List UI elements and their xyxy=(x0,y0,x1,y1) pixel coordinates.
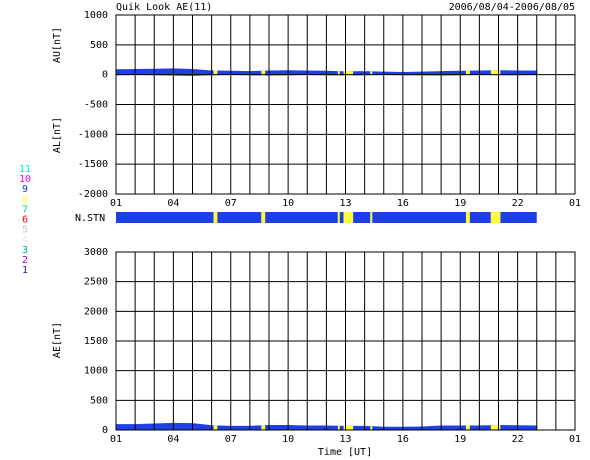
station-segment xyxy=(213,212,218,223)
x-tick-label: 07 xyxy=(225,434,237,445)
station-segment xyxy=(500,212,537,223)
station-segment xyxy=(465,212,470,223)
y-tick-label: 0 xyxy=(102,425,108,436)
legend-label: 3 xyxy=(22,245,28,256)
x-tick-label: 13 xyxy=(339,198,351,209)
station-segment xyxy=(490,212,501,223)
x-tick-label: 16 xyxy=(397,434,409,445)
station-overlay xyxy=(370,422,373,430)
x-tick-label: 01 xyxy=(569,198,581,209)
x-tick-label: 22 xyxy=(512,434,524,445)
legend-label: 4 xyxy=(22,235,28,246)
y-tick-label: 1000 xyxy=(84,366,108,377)
station-segment xyxy=(337,212,340,223)
station-overlay xyxy=(343,68,354,76)
station-segment xyxy=(116,212,214,223)
legend-label: 2 xyxy=(22,255,28,266)
station-segment xyxy=(217,212,262,223)
stations-label: N.STN xyxy=(75,213,105,224)
y-tick-label: 3000 xyxy=(84,247,108,258)
y-axis-label: AU[nT] xyxy=(52,27,63,63)
station-segment xyxy=(372,212,466,223)
station-overlay xyxy=(465,68,470,76)
y-tick-label: 1000 xyxy=(84,10,108,21)
station-overlay xyxy=(261,422,266,430)
x-tick-label: 22 xyxy=(512,198,524,209)
station-segment xyxy=(343,212,354,223)
legend-label: 8 xyxy=(22,194,28,205)
x-tick-label: 01 xyxy=(569,434,581,445)
station-overlay xyxy=(490,68,501,76)
station-segment xyxy=(370,212,373,223)
legend-label: 6 xyxy=(22,215,28,226)
y-axis-label: AE[nT] xyxy=(52,322,63,358)
y-tick-label: -500 xyxy=(84,100,108,111)
y-tick-label: -1500 xyxy=(78,159,108,170)
x-tick-label: 10 xyxy=(282,198,294,209)
y-tick-label: 0 xyxy=(102,70,108,81)
station-overlay xyxy=(343,422,354,430)
x-tick-label: 01 xyxy=(110,198,122,209)
y-axis-label: AL[nT] xyxy=(52,117,63,153)
plot-frame xyxy=(115,251,576,431)
station-segment xyxy=(469,212,491,223)
chart-title: Quik Look AE(11) xyxy=(116,2,212,13)
plot-frame xyxy=(115,14,576,195)
station-overlay xyxy=(337,422,340,430)
station-segment xyxy=(353,212,371,223)
x-tick-label: 13 xyxy=(339,434,351,445)
x-tick-label: 04 xyxy=(167,434,179,445)
station-segment xyxy=(339,212,344,223)
legend-label: 9 xyxy=(22,184,28,195)
y-tick-label: 2500 xyxy=(84,277,108,288)
x-tick-label: 07 xyxy=(225,198,237,209)
y-tick-label: 1500 xyxy=(84,336,108,347)
y-tick-label: 500 xyxy=(90,395,108,406)
x-tick-label: 01 xyxy=(110,434,122,445)
x-tick-label: 19 xyxy=(454,434,466,445)
date-range: 2006/08/04-2006/08/05 xyxy=(449,2,575,13)
legend-label: 10 xyxy=(19,174,31,185)
station-segment xyxy=(261,212,266,223)
station-overlay xyxy=(370,68,373,76)
station-overlay xyxy=(337,68,340,76)
legend-label: 1 xyxy=(22,265,28,276)
y-tick-label: -2000 xyxy=(78,189,108,200)
station-overlay xyxy=(213,68,218,76)
station-overlay xyxy=(261,68,266,76)
station-overlay xyxy=(490,422,501,430)
legend-label: 11 xyxy=(19,164,31,175)
station-segment xyxy=(265,212,338,223)
legend-label: 7 xyxy=(22,204,28,215)
legend-label: 5 xyxy=(22,225,28,236)
x-tick-label: 10 xyxy=(282,434,294,445)
station-overlay xyxy=(465,422,470,430)
x-tick-label: 04 xyxy=(167,198,179,209)
y-tick-label: 2000 xyxy=(84,306,108,317)
y-tick-label: 500 xyxy=(90,40,108,51)
x-axis-label: Time [UT] xyxy=(318,447,372,458)
y-tick-label: -1000 xyxy=(78,129,108,140)
x-tick-label: 19 xyxy=(454,198,466,209)
x-tick-label: 16 xyxy=(397,198,409,209)
station-overlay xyxy=(213,422,218,430)
